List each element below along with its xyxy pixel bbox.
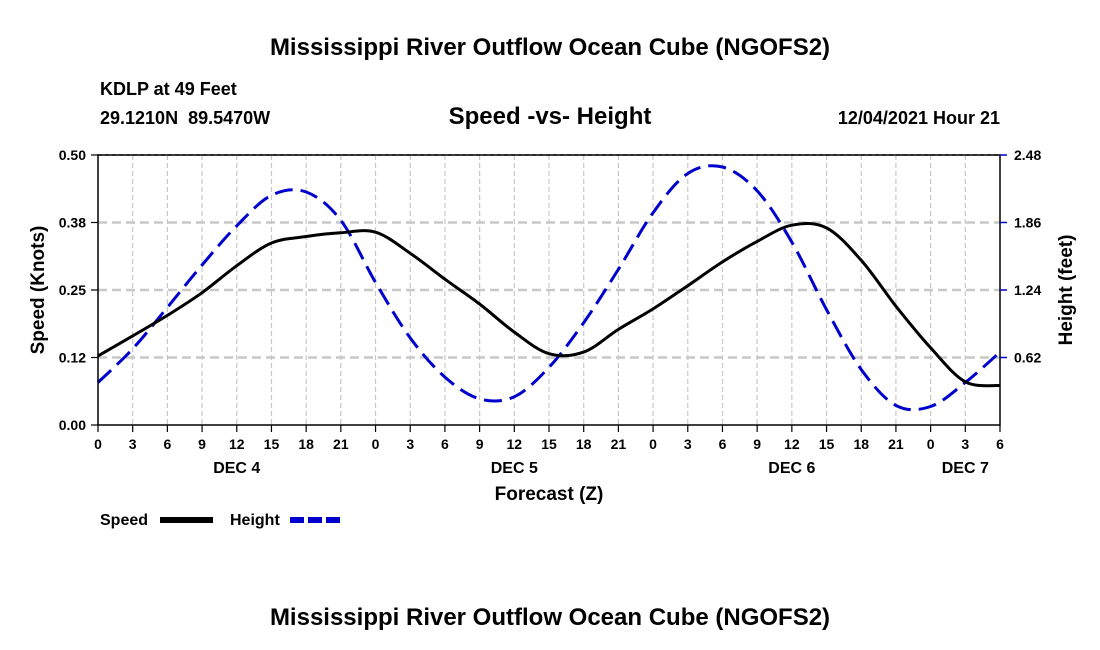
y-axis-right-title: Height (feet) bbox=[1056, 235, 1077, 346]
y-left-tick-label: 0.38 bbox=[59, 215, 86, 231]
grid-lines bbox=[98, 154, 1000, 425]
x-tick-label: 6 bbox=[996, 436, 1004, 452]
x-tick-label: 21 bbox=[611, 436, 627, 452]
station-label: KDLP at 49 Feet bbox=[100, 79, 237, 99]
x-tick-label: 3 bbox=[684, 436, 692, 452]
x-tick-label: 9 bbox=[476, 436, 484, 452]
legend-height-label: Height bbox=[230, 512, 280, 529]
x-tick-label: 12 bbox=[784, 436, 800, 452]
x-tick-label: 18 bbox=[298, 436, 314, 452]
x-tick-label: 18 bbox=[853, 436, 869, 452]
x-tick-label: 6 bbox=[163, 436, 171, 452]
x-tick-label: 0 bbox=[649, 436, 657, 452]
x-tick-label: 3 bbox=[406, 436, 414, 452]
x-tick-label: 3 bbox=[129, 436, 137, 452]
x-tick-label: 15 bbox=[264, 436, 280, 452]
speed-series-line bbox=[97, 222, 1001, 388]
x-tick-label: 0 bbox=[927, 436, 935, 452]
day-label: DEC 6 bbox=[768, 460, 815, 477]
day-label: DEC 7 bbox=[942, 460, 989, 477]
day-label: DEC 4 bbox=[213, 460, 260, 477]
y-left-tick-label: 0.00 bbox=[59, 417, 86, 433]
x-tick-label: 6 bbox=[441, 436, 449, 452]
footer-chart-title: Mississippi River Outflow Ocean Cube (NG… bbox=[270, 604, 830, 631]
x-tick-label: 12 bbox=[229, 436, 245, 452]
x-tick-label: 21 bbox=[888, 436, 904, 452]
chart-title: Mississippi River Outflow Ocean Cube (NG… bbox=[270, 34, 830, 61]
x-tick-label: 21 bbox=[333, 436, 349, 452]
y-right-tick-label: 1.24 bbox=[1014, 282, 1041, 298]
x-tick-label: 6 bbox=[719, 436, 727, 452]
x-tick-label: 3 bbox=[961, 436, 969, 452]
legend-speed-label: Speed bbox=[100, 512, 148, 529]
datetime-label: 12/04/2021 Hour 21 bbox=[838, 108, 1000, 128]
day-label: DEC 5 bbox=[491, 460, 538, 477]
y-left-tick-label: 0.50 bbox=[59, 147, 86, 163]
y-axis-left-title: Speed (Knots) bbox=[28, 226, 49, 355]
y-left-tick-label: 0.25 bbox=[59, 282, 86, 298]
x-tick-label: 9 bbox=[753, 436, 761, 452]
y-left-tick-label: 0.12 bbox=[59, 350, 86, 366]
y-right-tick-label: 1.86 bbox=[1014, 215, 1041, 231]
x-tick-label: 18 bbox=[576, 436, 592, 452]
x-tick-label: 15 bbox=[819, 436, 835, 452]
series-lines bbox=[96, 164, 1001, 412]
x-tick-label: 15 bbox=[541, 436, 557, 452]
chart-subtitle: Speed -vs- Height bbox=[449, 103, 652, 130]
x-axis-title: Forecast (Z) bbox=[495, 484, 604, 505]
legend: Speed Height bbox=[100, 512, 343, 529]
x-tick-label: 12 bbox=[507, 436, 523, 452]
x-tick-label: 9 bbox=[198, 436, 206, 452]
axes: 0 3 6 9 12 15 18 21 0 3 6 9 12 15 18 21 0 3 6 9 12 15 18 21 0 3 6D… bbox=[59, 147, 1042, 477]
y-right-tick-label: 2.48 bbox=[1014, 147, 1041, 163]
x-tick-label: 0 bbox=[94, 436, 102, 452]
y-right-tick-label: 0.62 bbox=[1014, 350, 1041, 366]
height-series-line bbox=[96, 164, 1001, 412]
coordinates-label: 29.1210N 89.5470W bbox=[100, 108, 270, 128]
x-tick-label: 0 bbox=[372, 436, 380, 452]
